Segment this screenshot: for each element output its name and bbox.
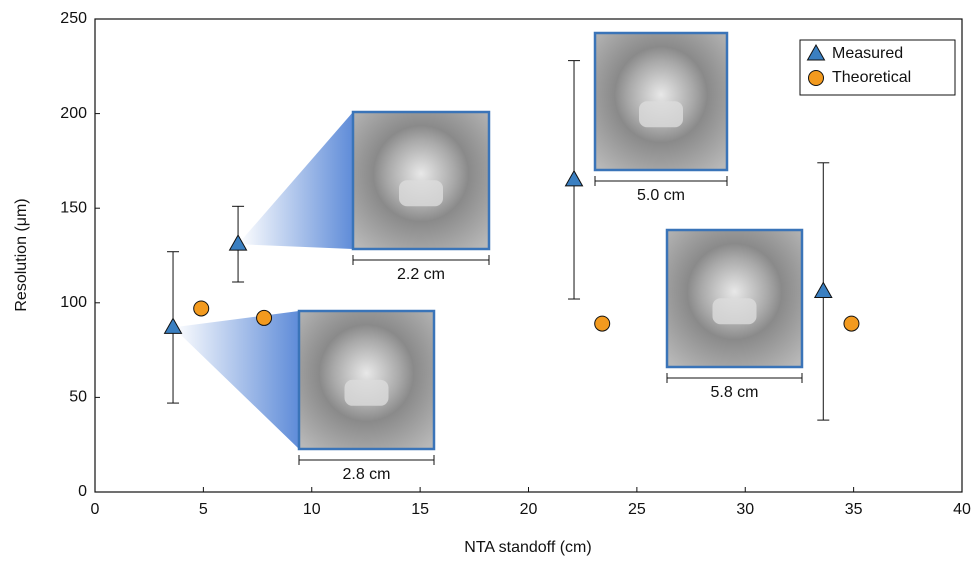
inset-blob bbox=[345, 380, 389, 406]
scale-label: 2.8 cm bbox=[342, 466, 390, 483]
inset-blob bbox=[399, 180, 443, 206]
triangle-marker bbox=[815, 282, 832, 297]
circle-marker bbox=[809, 71, 824, 86]
y-tick-label: 250 bbox=[60, 10, 87, 27]
legend-label: Measured bbox=[832, 45, 903, 62]
x-tick-label: 10 bbox=[303, 501, 321, 518]
x-tick-label: 0 bbox=[91, 501, 100, 518]
zoom-cone bbox=[173, 311, 299, 449]
circle-marker bbox=[257, 310, 272, 325]
x-tick-label: 20 bbox=[520, 501, 538, 518]
y-tick-label: 150 bbox=[60, 199, 87, 216]
x-tick-label: 5 bbox=[199, 501, 208, 518]
y-tick-label: 200 bbox=[60, 105, 87, 122]
triangle-marker bbox=[165, 318, 182, 333]
inset-blob bbox=[713, 298, 757, 324]
scale-label: 5.0 cm bbox=[637, 187, 685, 204]
zoom-cone bbox=[238, 112, 353, 249]
scale-label: 2.2 cm bbox=[397, 266, 445, 283]
triangle-marker bbox=[566, 171, 583, 186]
circle-marker bbox=[194, 301, 209, 316]
scale-label: 5.8 cm bbox=[710, 384, 758, 401]
x-tick-label: 40 bbox=[953, 501, 971, 518]
inset-blob bbox=[639, 101, 683, 127]
y-tick-label: 100 bbox=[60, 294, 87, 311]
chart: NTA standoff (cm) Resolution (μm) 0 5 10 15… bbox=[0, 0, 977, 558]
circle-marker bbox=[595, 316, 610, 331]
y-tick-label: 0 bbox=[78, 483, 87, 500]
y-tick-label: 50 bbox=[69, 389, 87, 406]
legend-label: Theoretical bbox=[832, 69, 911, 86]
x-tick-label: 15 bbox=[411, 501, 429, 518]
y-axis-label: Resolution (μm) bbox=[13, 198, 30, 311]
x-axis-label: NTA standoff (cm) bbox=[464, 539, 591, 556]
x-tick-label: 25 bbox=[628, 501, 646, 518]
x-tick-label: 30 bbox=[736, 501, 754, 518]
circle-marker bbox=[844, 316, 859, 331]
x-tick-label: 35 bbox=[845, 501, 863, 518]
